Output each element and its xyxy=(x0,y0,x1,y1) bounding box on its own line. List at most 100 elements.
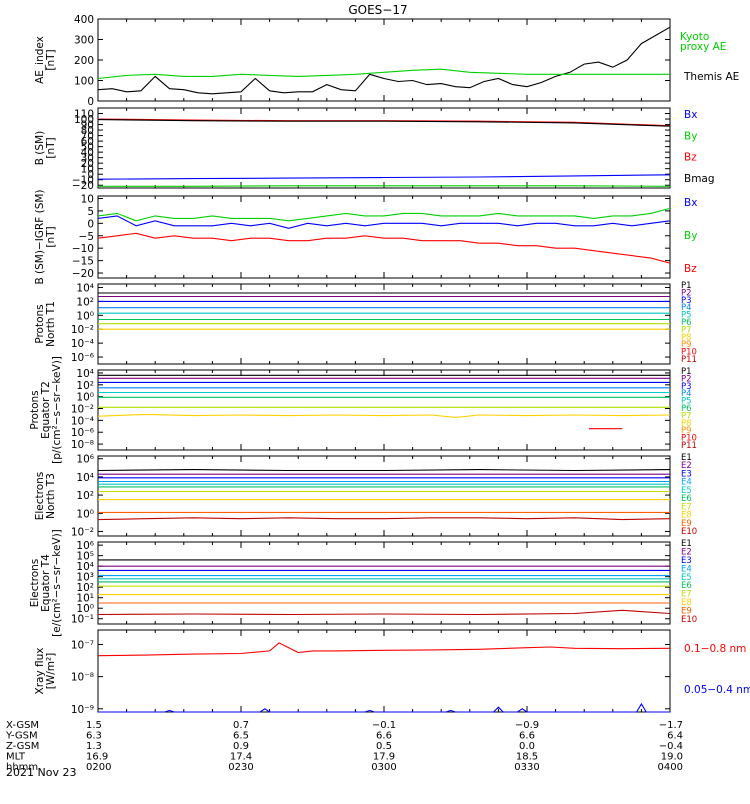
legend-entry: Themis AE xyxy=(683,71,739,83)
y-tick-label: 10⁻⁴ xyxy=(71,338,94,350)
orbit-row-label: MLT xyxy=(6,752,26,763)
series-line xyxy=(97,26,671,95)
orbit-value: −0.4 xyxy=(659,741,683,752)
series-line xyxy=(97,118,671,127)
y-tick-label: −20 xyxy=(72,268,94,280)
legend-entry: E2 xyxy=(681,461,692,471)
y-tick-label: −10 xyxy=(72,243,94,255)
legend-entry: E9 xyxy=(681,607,692,617)
series-line xyxy=(98,185,671,187)
y-tick-label: 10⁴ xyxy=(76,472,94,484)
legend-entry: 0.1−0.8 nm xyxy=(684,643,746,655)
legend-entry: P6 xyxy=(681,318,692,328)
y-tick-label: 10² xyxy=(76,380,94,392)
orbit-value: 19.0 xyxy=(661,752,683,763)
legend-entry: Bz xyxy=(684,263,697,275)
orbit-row-label: X-GSM xyxy=(6,720,39,731)
legend-entry: 0.05−0.4 nm xyxy=(684,684,750,696)
orbit-value: 6.6 xyxy=(519,731,535,742)
legend-entry: Bx xyxy=(684,109,697,121)
orbit-row-label: Z-GSM xyxy=(6,741,39,752)
y-tick-label: 10 xyxy=(81,164,94,176)
y-axis-label: B (SM)−IGRF (SM) xyxy=(34,189,46,284)
y-tick-label: 10⁴ xyxy=(76,368,94,380)
legend-entry: E3 xyxy=(681,469,692,479)
series-line xyxy=(97,232,671,264)
y-tick-label: 50 xyxy=(81,142,94,154)
orbit-value: 0400 xyxy=(658,762,683,773)
plot-title: GOES−17 xyxy=(348,3,407,17)
y-tick-label: 10⁶ xyxy=(76,540,94,552)
legend-entry: P9 xyxy=(681,340,692,350)
y-tick-label: 10² xyxy=(76,296,94,308)
y-tick-label: 10⁵ xyxy=(76,551,94,563)
series-line xyxy=(97,119,671,127)
legend-entry: E6 xyxy=(681,581,692,591)
legend-entry: Kyoto xyxy=(680,31,709,43)
y-tick-label: 100 xyxy=(74,114,94,126)
legend-entry: proxy AE xyxy=(680,41,726,53)
legend-entry: Bz xyxy=(684,152,697,164)
legend-entry: P1 xyxy=(681,367,692,377)
legend-entry: E2 xyxy=(681,547,692,557)
y-axis-label: Electrons xyxy=(34,472,46,521)
orbit-value: 17.4 xyxy=(230,752,252,763)
orbit-row-label: Y-GSM xyxy=(5,731,38,742)
legend-entry: P1 xyxy=(681,281,692,291)
y-tick-label: 10⁻⁶ xyxy=(71,427,94,439)
orbit-value: 0330 xyxy=(514,762,539,773)
y-axis-label: Xray flux xyxy=(34,648,46,695)
y-axis-label: North T3 xyxy=(45,473,57,519)
y-tick-label: 10⁻⁸ xyxy=(71,672,94,684)
y-tick-label: 40 xyxy=(81,147,94,159)
orbit-value: 6.3 xyxy=(86,731,102,742)
y-tick-label: 80 xyxy=(81,125,94,137)
y-tick-label: 10¹ xyxy=(76,593,94,605)
y-axis-label: Equator T2 xyxy=(40,381,52,439)
y-tick-label: 10² xyxy=(76,490,94,502)
orbit-value: 6.4 xyxy=(667,731,683,742)
y-tick-label: 10⁻¹ xyxy=(71,614,94,626)
legend-entry: E4 xyxy=(681,564,692,574)
y-tick-label: 110 xyxy=(74,109,94,121)
orbit-value: 0.5 xyxy=(376,741,392,752)
y-axis-label: [W/m²] xyxy=(45,653,57,690)
legend-entry: P3 xyxy=(681,382,692,392)
series-line xyxy=(98,702,670,713)
y-tick-label: 10⁻² xyxy=(71,324,94,336)
legend-entry: E9 xyxy=(681,519,692,529)
orbit-value: 17.9 xyxy=(373,752,395,763)
y-tick-label: −5 xyxy=(79,231,94,243)
y-tick-label: 10⁴ xyxy=(76,561,94,573)
orbit-value: 0.0 xyxy=(519,741,535,752)
series-line xyxy=(97,469,671,472)
y-axis-label: North T1 xyxy=(45,301,57,347)
legend-entry: P11 xyxy=(681,355,697,365)
y-tick-label: 10⁰ xyxy=(76,603,94,615)
y-tick-label: 200 xyxy=(74,55,94,67)
y-tick-label: 10⁰ xyxy=(76,392,94,404)
orbit-value: 0.7 xyxy=(233,720,249,731)
orbit-table: X-GSM 1.5 0.7 −0.1 −0.9 −1.7 Y-GSM 6.3 6.5 6.6 6.6… xyxy=(5,720,683,773)
legend-entry: E1 xyxy=(681,453,692,463)
y-tick-label: 5 xyxy=(87,206,94,218)
legend-entry: P10 xyxy=(681,348,697,358)
legend-entry: P10 xyxy=(681,434,697,444)
y-tick-label: 10⁰ xyxy=(76,508,94,520)
legend-entry: P8 xyxy=(681,333,692,343)
y-tick-label: 10⁻⁶ xyxy=(71,352,94,364)
series-line xyxy=(97,609,671,616)
y-tick-label: 10⁶ xyxy=(76,454,94,466)
orbit-value: −0.9 xyxy=(515,720,539,731)
y-tick-label: −15 xyxy=(72,256,94,268)
y-axis-label: [nT] xyxy=(45,137,57,158)
legend-entry: E8 xyxy=(681,511,692,521)
legend-entry: E10 xyxy=(681,527,697,537)
y-tick-label: 0 xyxy=(87,218,94,230)
y-tick-label: 70 xyxy=(81,131,94,143)
